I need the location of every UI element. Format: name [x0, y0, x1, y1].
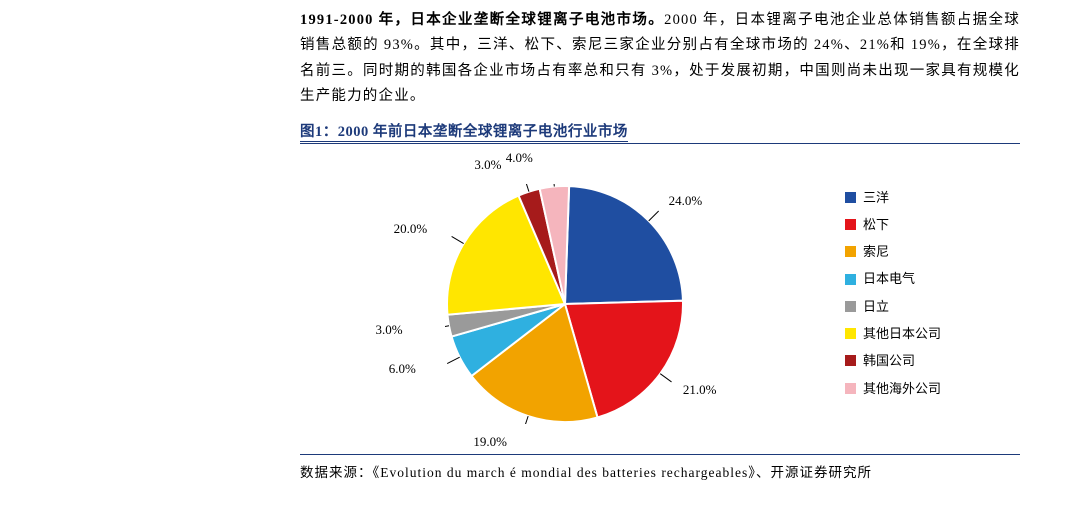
pie-label: 3.0% [376, 322, 403, 338]
pie-chart-area: 24.0%21.0%19.0%6.0%3.0%20.0%3.0%4.0% 三洋松… [300, 144, 1020, 454]
legend-swatch [845, 192, 856, 203]
legend-item: 其他日本公司 [845, 320, 941, 347]
figure-source: 数据来源：《Evolution du march é mondial des b… [300, 454, 1020, 481]
legend-item: 日本电气 [845, 265, 941, 292]
legend-item: 日立 [845, 293, 941, 320]
legend-label: 松下 [863, 211, 889, 238]
pie-wrap: 24.0%21.0%19.0%6.0%3.0%20.0%3.0%4.0% [445, 184, 685, 424]
pie-label: 21.0% [683, 382, 717, 398]
legend-label: 韩国公司 [863, 347, 915, 374]
legend-item: 三洋 [845, 184, 941, 211]
para-bold-lead: 1991-2000 年，日本企业垄断全球锂离子电池市场。 [300, 12, 664, 28]
legend-label: 其他海外公司 [863, 375, 941, 402]
legend-label: 日立 [863, 293, 889, 320]
pie-label: 19.0% [473, 434, 507, 450]
figure-title: 图1：2000 年前日本垄断全球锂离子电池行业市场 [300, 124, 628, 142]
pie-slice [565, 186, 683, 304]
legend-swatch [845, 355, 856, 366]
pie-label: 4.0% [506, 150, 533, 166]
legend-item: 松下 [845, 211, 941, 238]
pie-label: 24.0% [669, 193, 703, 209]
intro-paragraph: 1991-2000 年，日本企业垄断全球锂离子电池市场。2000 年，日本锂离子… [300, 8, 1020, 110]
legend-swatch [845, 328, 856, 339]
legend-swatch [845, 301, 856, 312]
legend-label: 索尼 [863, 238, 889, 265]
legend-item: 韩国公司 [845, 347, 941, 374]
pie-label: 3.0% [474, 157, 501, 173]
legend-label: 日本电气 [863, 265, 915, 292]
legend-label: 三洋 [863, 184, 889, 211]
legend-label: 其他日本公司 [863, 320, 941, 347]
legend-swatch [845, 274, 856, 285]
chart-legend: 三洋松下索尼日本电气日立其他日本公司韩国公司其他海外公司 [845, 184, 941, 402]
figure-title-row: 图1：2000 年前日本垄断全球锂离子电池行业市场 [300, 120, 1020, 144]
pie-svg [445, 184, 685, 424]
pie-label: 20.0% [394, 221, 428, 237]
legend-item: 其他海外公司 [845, 375, 941, 402]
legend-swatch [845, 383, 856, 394]
legend-item: 索尼 [845, 238, 941, 265]
legend-swatch [845, 219, 856, 230]
legend-swatch [845, 246, 856, 257]
pie-label: 6.0% [389, 361, 416, 377]
